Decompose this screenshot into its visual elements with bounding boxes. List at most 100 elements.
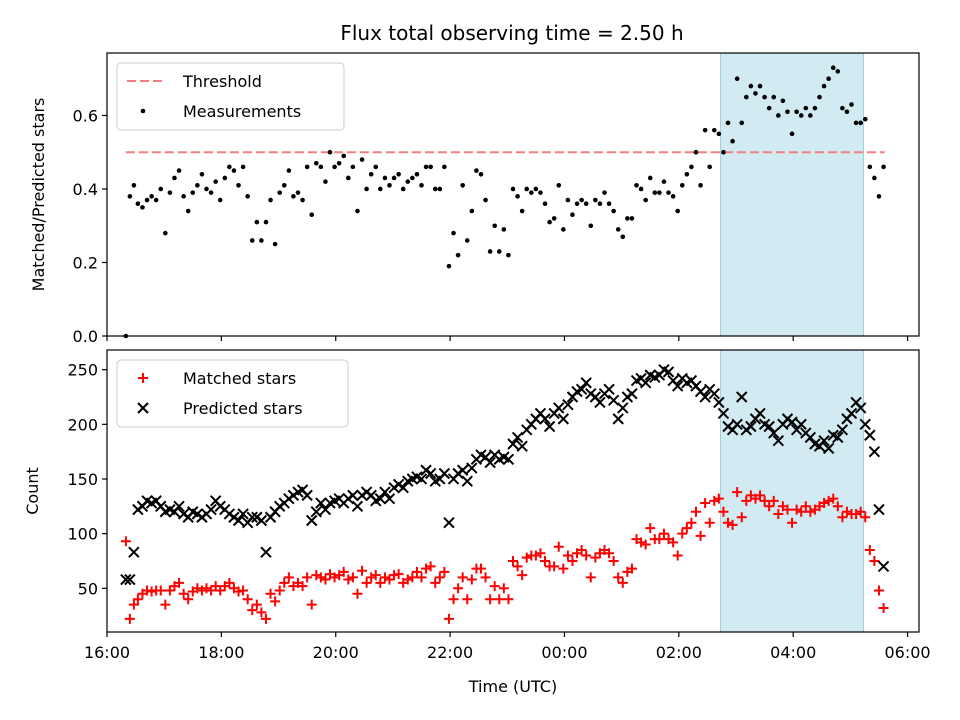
- predicted-star-point: [786, 416, 798, 428]
- measurement-point: [286, 168, 292, 173]
- matched-star-point: [421, 563, 432, 574]
- measurement-point: [533, 186, 539, 192]
- predicted-star-point: [539, 413, 551, 425]
- measurement-point: [163, 230, 168, 236]
- measurement-point: [611, 208, 616, 214]
- measurement-point: [487, 249, 493, 254]
- matched-star-point: [819, 498, 830, 509]
- legend-label: Predicted stars: [183, 399, 303, 418]
- x-tick-label: 16:00: [84, 643, 130, 662]
- predicted-star-point: [662, 366, 675, 378]
- measurement-point: [263, 219, 269, 225]
- measurement-point: [295, 190, 301, 195]
- matched-star-point: [498, 583, 509, 594]
- measurement-point: [131, 183, 137, 188]
- measurement-point: [872, 175, 877, 181]
- matched-star-point: [357, 565, 368, 576]
- measurement-point: [615, 227, 621, 232]
- measurement-point: [515, 194, 520, 199]
- legend-matched-marker: [138, 373, 148, 383]
- predicted-star-point: [502, 453, 515, 466]
- measurement-point: [318, 164, 324, 170]
- predicted-star-point: [854, 402, 867, 414]
- matched-star-point: [178, 588, 189, 599]
- matched-star-point: [343, 574, 354, 585]
- matched-star-point: [530, 550, 541, 561]
- measurement-point: [757, 83, 763, 89]
- measurement-point: [657, 190, 662, 195]
- matched-star-point: [668, 537, 679, 548]
- matched-star-point: [727, 519, 738, 530]
- matched-star-point: [832, 501, 843, 512]
- matched-star-point: [686, 517, 697, 528]
- measurement-point: [826, 76, 831, 82]
- legend-box: [116, 359, 349, 428]
- matched-star-point: [508, 555, 518, 566]
- x-tick-label: 22:00: [427, 643, 473, 662]
- count-panel: 50 100 150 200 250 16:00 18:00 20:00 22:00 00:00 0…: [23, 349, 931, 696]
- predicted-star-point: [232, 514, 245, 527]
- matched-star-point: [700, 498, 711, 509]
- measurement-point: [400, 186, 406, 192]
- predicted-star-point: [671, 380, 684, 392]
- matched-star-point: [375, 577, 386, 588]
- matched-star-point: [160, 599, 171, 610]
- measurement-point: [455, 252, 461, 258]
- matched-star-point: [558, 563, 569, 574]
- measurement-point: [629, 216, 635, 221]
- predicted-star-point: [575, 383, 588, 396]
- measurement-point: [245, 194, 250, 199]
- measurement-point: [341, 153, 347, 159]
- matched-star-point: [540, 555, 551, 566]
- measurement-point: [551, 216, 557, 221]
- measurement-point: [368, 171, 374, 177]
- predicted-star-point: [484, 456, 496, 469]
- matched-star-point: [626, 563, 637, 574]
- matched-star-point: [608, 555, 619, 566]
- measurement-point: [222, 175, 228, 181]
- predicted-star-point: [836, 424, 849, 436]
- measurement-point: [313, 160, 319, 166]
- predicted-star-point: [383, 492, 396, 505]
- matched-star-point: [279, 577, 290, 588]
- matched-star-point: [764, 501, 775, 512]
- measurement-point: [350, 164, 356, 170]
- measurement-point: [414, 171, 420, 177]
- matched-star-point: [741, 495, 752, 506]
- matched-star-point: [535, 548, 546, 559]
- matched-star-point: [393, 569, 404, 580]
- matched-star-point: [690, 506, 701, 517]
- measurement-point: [858, 120, 863, 126]
- y-axis-label: Matched/Predicted stars: [29, 98, 48, 292]
- measurement-point: [396, 171, 401, 177]
- matched-star-point: [645, 523, 656, 534]
- predicted-star-point: [347, 489, 359, 502]
- measurement-point: [127, 194, 133, 199]
- measurement-point: [844, 109, 850, 115]
- matched-star-point: [384, 574, 395, 585]
- measurement-point: [144, 197, 150, 203]
- measurement-point: [730, 138, 735, 144]
- y-tick-label: 100: [67, 525, 98, 544]
- matched-star-point: [302, 572, 313, 583]
- measurement-point: [254, 219, 260, 225]
- measurement-point: [808, 113, 813, 118]
- matched-star-point: [480, 572, 491, 583]
- measurement-point: [483, 197, 488, 203]
- x-axis-label: Time (UTC): [468, 677, 557, 696]
- predicted-star-point: [859, 418, 871, 431]
- measurement-point: [711, 127, 717, 133]
- chart-title: Flux total observing time = 2.50 h: [340, 21, 683, 45]
- matched-star-point: [352, 588, 363, 599]
- matched-star-point: [366, 572, 377, 583]
- matched-star-point: [841, 506, 852, 517]
- matched-star-point: [576, 545, 587, 556]
- x-tick-label: 00:00: [541, 643, 587, 662]
- matched-star-point: [805, 506, 816, 517]
- predicted-star-point: [832, 431, 844, 444]
- matched-star-point: [494, 594, 505, 605]
- matched-star-point: [604, 548, 615, 559]
- predicted-star-point: [456, 464, 469, 476]
- matched-star-point: [206, 585, 217, 596]
- matched-star-point: [773, 508, 784, 519]
